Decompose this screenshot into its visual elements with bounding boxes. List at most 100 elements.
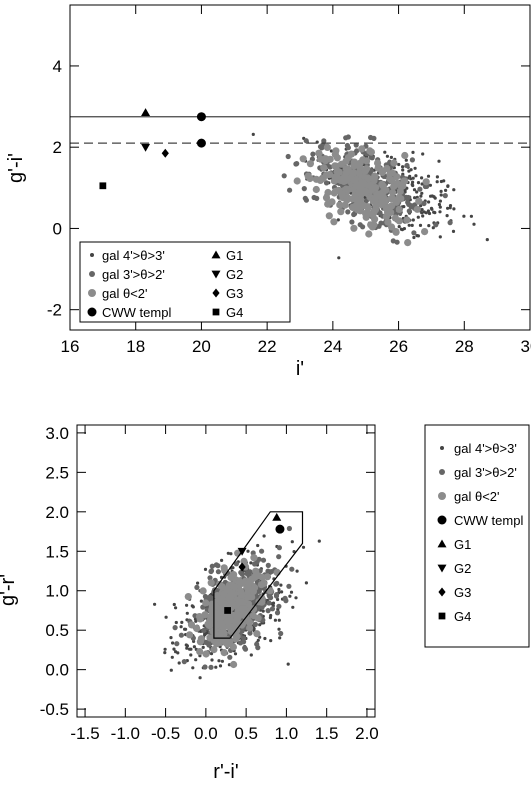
scatter-point [242,645,248,651]
scatter-point [469,214,473,218]
scatter-point [253,630,261,638]
scatter-point [367,148,375,156]
x-tick-label: 24 [323,337,342,356]
scatter-point [342,185,350,193]
legend-symbol [212,288,220,298]
legend-symbol [439,469,445,475]
y-tick-label: 0 [53,219,62,238]
scatter-point [195,613,204,621]
scatter-point [351,176,359,184]
scatter-point [211,630,219,638]
scatter-point [446,184,450,188]
top-scatter-points [251,132,489,260]
y-tick-label: 1.5 [45,542,69,561]
scatter-point [419,204,423,208]
scatter-point [187,621,196,629]
scatter-point [203,639,209,646]
scatter-point [188,647,192,651]
scatter-point [452,188,456,192]
x-tick-label: 18 [126,337,145,356]
marker-cww-templ [196,138,206,148]
scatter-point [226,616,234,625]
scatter-point [289,590,294,594]
scatter-point [397,225,401,229]
scatter-point [403,194,409,200]
bottom-x-tick-labels: -1.5 -1.0 -0.5 0.0 0.5 1.0 1.5 2.0 [70,724,378,743]
legend-label: gal θ<2' [102,286,148,301]
scatter-point [174,650,178,654]
scatter-point [370,196,378,204]
marker-g2 [141,143,151,152]
scatter-point [312,175,320,183]
scatter-point [227,573,235,582]
legend-label: G3 [226,286,243,301]
scatter-point [194,619,198,623]
scatter-point [395,205,403,213]
scatter-point [194,584,200,591]
scatter-point [485,238,489,242]
scatter-point [409,177,413,181]
scatter-point [411,218,415,222]
scatter-point [368,134,374,141]
x-tick-label: 20 [192,337,211,356]
scatter-point [420,208,424,212]
y-tick-label: 2.5 [45,463,69,482]
scatter-point [239,605,247,614]
scatter-point [269,606,276,612]
scatter-point [218,664,223,668]
scatter-point [276,597,280,602]
scatter-point [215,569,221,575]
legend-label: G1 [226,248,243,263]
scatter-point [447,220,453,226]
scatter-point [254,614,262,622]
scatter-point [438,235,442,239]
scatter-point [231,583,239,591]
scatter-point [265,608,271,614]
scatter-point [350,158,358,166]
legend-label: G2 [454,561,471,576]
scatter-point [265,562,271,569]
scatter-point [349,203,357,211]
scatter-point [312,185,320,194]
scatter-point [396,187,404,195]
bottom-legend: gal 4'>θ>3' gal 3'>θ>2' gal θ<2' CWW templ G… [424,424,530,648]
bottom-legend-box [424,424,530,648]
scatter-point [390,238,396,244]
scatter-point [191,666,195,670]
scatter-point [350,224,358,232]
scatter-point [335,168,343,176]
y-tick-label: 2.0 [45,503,69,522]
scatter-point [316,155,325,163]
scatter-point [359,201,367,210]
scatter-point [285,153,291,160]
scatter-point [411,183,415,188]
scatter-point [255,598,263,606]
x-tick-label: 1.0 [275,724,299,743]
scatter-point [209,563,215,569]
scatter-point [232,635,240,643]
scatter-point [356,159,364,167]
scatter-point [386,175,394,183]
scatter-point [245,570,251,576]
scatter-point [413,196,417,200]
scatter-point [271,601,276,605]
scatter-point [401,168,405,172]
scatter-point [250,554,258,562]
scatter-point [185,611,189,615]
scatter-point [421,200,427,207]
scatter-point [336,201,344,209]
scatter-point [415,190,419,194]
legend-label: CWW templ [454,513,523,528]
scatter-point [265,568,271,574]
scatter-point [322,194,331,202]
scatter-point [276,603,282,609]
scatter-point [389,189,397,197]
x-tick-label: 1.5 [315,724,339,743]
scatter-point [201,627,207,634]
scatter-point [390,159,398,167]
scatter-point [324,200,332,208]
scatter-point [439,189,443,193]
scatter-point [393,179,401,187]
scatter-point [371,172,379,180]
